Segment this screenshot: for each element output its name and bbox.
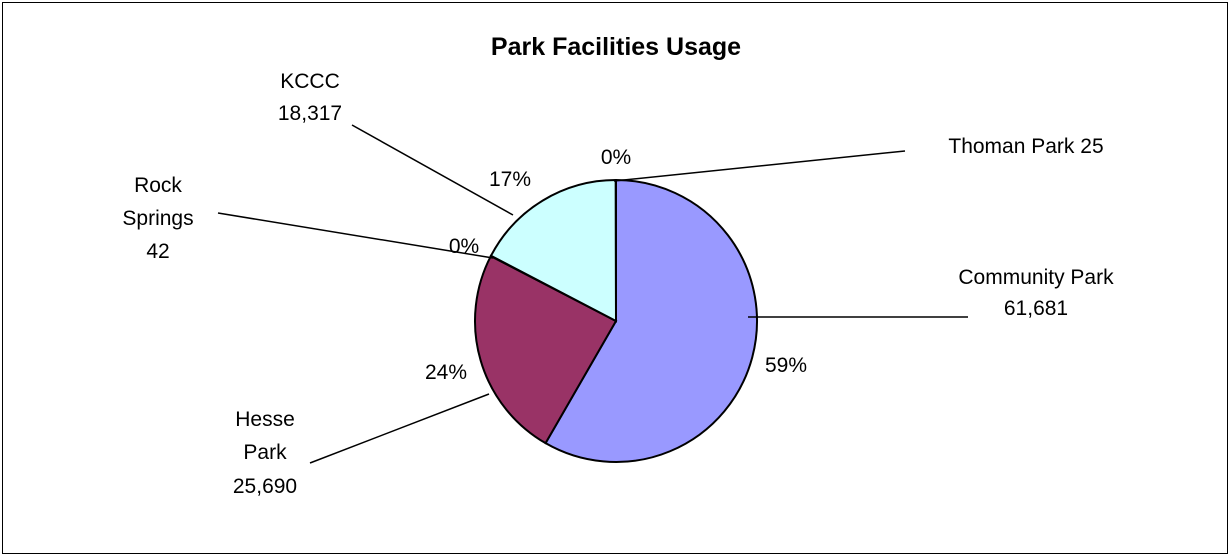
leader-line-thoman-park — [613, 150, 906, 182]
pie-slice-community-park — [544, 178, 758, 463]
leader-line-kccc — [351, 124, 514, 216]
chart-title: Park Facilities Usage — [491, 33, 741, 61]
percent-label-hesse-park: 24% — [425, 361, 467, 384]
percent-label-thoman-park: 0% — [601, 146, 631, 169]
leader-lines — [217, 124, 968, 464]
pie-slices — [474, 178, 758, 463]
category-labels: Community Park 61,681 Hesse Park 25,690 … — [122, 70, 1114, 498]
leader-line-rock-springs — [217, 212, 494, 259]
label-rock-springs-line1: Rock — [134, 174, 182, 197]
label-kccc-value: 18,317 — [278, 102, 342, 125]
percent-labels: 59% 24% 0% 17% 0% — [425, 146, 807, 384]
label-thoman-park: Thoman Park 25 — [948, 135, 1103, 158]
leader-line-hesse-park — [309, 393, 490, 464]
percent-label-rock-springs: 0% — [449, 235, 479, 258]
label-rock-springs-value: 42 — [146, 240, 169, 263]
label-hesse-park-line2: Park — [243, 441, 287, 464]
percent-label-kccc: 17% — [489, 168, 531, 191]
label-community-park-name: Community Park — [958, 266, 1114, 289]
label-hesse-park-value: 25,690 — [233, 475, 297, 498]
label-hesse-park-line1: Hesse — [235, 408, 295, 431]
pie-slice-kccc — [489, 178, 618, 323]
label-kccc-name: KCCC — [280, 70, 340, 93]
label-community-park-value: 61,681 — [1004, 297, 1068, 320]
percent-label-community-park: 59% — [765, 354, 807, 377]
label-rock-springs-line2: Springs — [122, 207, 193, 230]
